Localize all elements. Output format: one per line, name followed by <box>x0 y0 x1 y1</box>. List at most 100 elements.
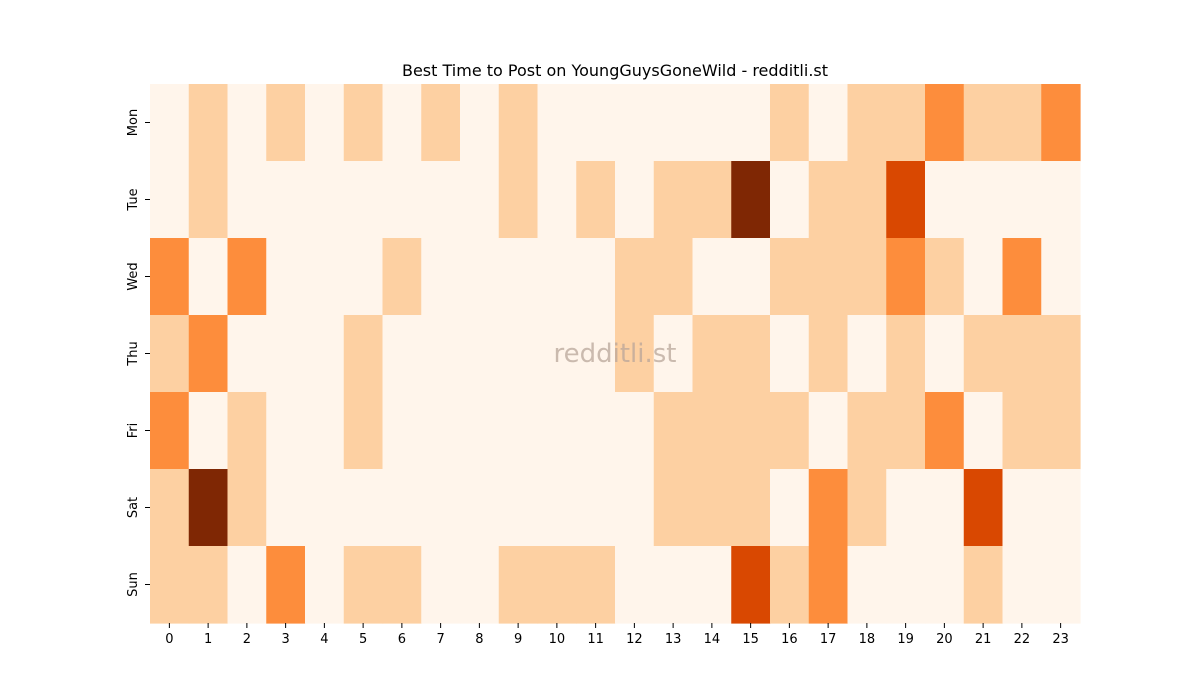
heatmap-cell-thu-15 <box>731 315 771 393</box>
heatmap-cell-fri-7 <box>421 392 461 470</box>
heatmap-cell-sun-7 <box>421 546 461 624</box>
heatmap-cell-sat-20 <box>925 469 965 547</box>
heatmap-cell-sat-17 <box>808 469 849 547</box>
heatmap-cell-mon-5 <box>343 84 384 162</box>
heatmap-cell-tue-1 <box>188 161 229 239</box>
heatmap-cell-thu-8 <box>460 315 500 393</box>
heatmap-cell-mon-10 <box>537 84 577 162</box>
heatmap-cell-thu-7 <box>421 315 461 393</box>
heatmap-cell-thu-18 <box>847 315 887 393</box>
heatmap-cell-tue-7 <box>421 161 461 239</box>
heatmap-cell-sat-8 <box>460 469 500 547</box>
heatmap-cell-fri-20 <box>925 392 965 470</box>
heatmap-cell-sun-19 <box>886 546 926 624</box>
heatmap-cell-thu-3 <box>266 315 306 393</box>
heatmap-cell-fri-21 <box>963 392 1004 470</box>
heatmap-cell-sat-18 <box>847 469 887 547</box>
heatmap-cell-fri-0 <box>150 392 190 470</box>
x-tick-label: 13 <box>665 632 682 647</box>
x-axis: 0 1 2 3 4 5 6 7 8 9 10 11 12 13 14 15 16 17 18 19 20 21 22 23 <box>165 623 1069 647</box>
heatmap-cell-sun-8 <box>460 546 500 624</box>
heatmap-cell-sat-14 <box>692 469 732 547</box>
heatmap-cell-fri-19 <box>886 392 926 470</box>
x-tick-label: 0 <box>165 632 173 647</box>
heatmap-cell-mon-7 <box>421 84 461 162</box>
heatmap-cell-tue-10 <box>537 161 577 239</box>
heatmap-cell-fri-22 <box>1002 392 1042 470</box>
x-tick-label: 21 <box>975 632 992 647</box>
heatmap-cell-mon-6 <box>382 84 422 162</box>
heatmap-cell-fri-18 <box>847 392 887 470</box>
heatmap-cell-sun-6 <box>382 546 422 624</box>
heatmap-cell-wed-8 <box>460 238 500 316</box>
x-tick-label: 18 <box>859 632 876 647</box>
heatmap-cell-thu-4 <box>305 315 345 393</box>
heatmap-cell-thu-17 <box>808 315 849 393</box>
heatmap-cell-sun-12 <box>615 546 655 624</box>
heatmap-cell-thu-6 <box>382 315 422 393</box>
heatmap-cell-tue-6 <box>382 161 422 239</box>
heatmap-cell-wed-9 <box>498 238 539 316</box>
heatmap-cell-sun-1 <box>188 546 229 624</box>
heatmap-cell-sat-2 <box>227 469 267 547</box>
heatmap-cell-mon-22 <box>1002 84 1042 162</box>
heatmap-cell-tue-12 <box>615 161 655 239</box>
heatmap-cell-tue-11 <box>576 161 616 239</box>
heatmap-cell-mon-20 <box>925 84 965 162</box>
heatmap-cell-fri-10 <box>537 392 577 470</box>
heatmap-cell-fri-2 <box>227 392 267 470</box>
heatmap-cell-sun-0 <box>150 546 190 624</box>
heatmap-cell-thu-5 <box>343 315 384 393</box>
heatmap-cell-sat-1 <box>188 469 229 547</box>
heatmap-cell-sun-11 <box>576 546 616 624</box>
heatmap-cell-mon-16 <box>770 84 810 162</box>
heatmap-cell-mon-4 <box>305 84 345 162</box>
watermark-text: redditli.st <box>554 339 677 369</box>
heatmap-cell-fri-6 <box>382 392 422 470</box>
heatmap-cell-tue-22 <box>1002 161 1042 239</box>
heatmap-cell-fri-12 <box>615 392 655 470</box>
heatmap-cell-thu-2 <box>227 315 267 393</box>
heatmap-cell-thu-9 <box>498 315 539 393</box>
heatmap-cell-thu-16 <box>770 315 810 393</box>
y-axis: Mon Tue Wed Thu Fri Sat Sun <box>126 109 150 597</box>
heatmap-cell-wed-15 <box>731 238 771 316</box>
heatmap-cell-mon-23 <box>1041 84 1081 162</box>
heatmap-cell-sat-12 <box>615 469 655 547</box>
heatmap-cell-mon-21 <box>963 84 1004 162</box>
x-tick-label: 14 <box>704 632 721 647</box>
heatmap-cell-wed-3 <box>266 238 306 316</box>
heatmap-cell-sun-9 <box>498 546 539 624</box>
heatmap-cell-wed-12 <box>615 238 655 316</box>
x-tick-label: 7 <box>436 632 444 647</box>
heatmap-cell-thu-12 <box>615 315 655 393</box>
x-tick-label: 11 <box>587 632 604 647</box>
y-tick-label: Sat <box>126 497 141 518</box>
heatmap-cell-sun-21 <box>963 546 1004 624</box>
heatmap-cell-sat-16 <box>770 469 810 547</box>
heatmap-cell-wed-16 <box>770 238 810 316</box>
heatmap-cell-sun-17 <box>808 546 849 624</box>
heatmap-cell-mon-14 <box>692 84 732 162</box>
heatmap-cell-mon-1 <box>188 84 229 162</box>
heatmap-cell-mon-13 <box>653 84 694 162</box>
y-tick-label: Fri <box>126 423 141 439</box>
heatmap-cell-fri-8 <box>460 392 500 470</box>
x-tick-label: 20 <box>936 632 953 647</box>
heatmap-cell-sun-2 <box>227 546 267 624</box>
x-tick-label: 5 <box>359 632 367 647</box>
heatmap-cell-thu-11 <box>576 315 616 393</box>
heatmap-cell-thu-23 <box>1041 315 1081 393</box>
heatmap-cell-thu-22 <box>1002 315 1042 393</box>
heatmap-cell-sat-3 <box>266 469 306 547</box>
heatmap-cell-sat-19 <box>886 469 926 547</box>
heatmap-cell-sun-14 <box>692 546 732 624</box>
heatmap-cell-thu-13 <box>653 315 694 393</box>
heatmap-cell-mon-15 <box>731 84 771 162</box>
heatmap-cell-sun-20 <box>925 546 965 624</box>
heatmap-cell-sat-11 <box>576 469 616 547</box>
heatmap-cell-wed-6 <box>382 238 422 316</box>
x-tick-label: 16 <box>781 632 798 647</box>
heatmap-cell-fri-14 <box>692 392 732 470</box>
